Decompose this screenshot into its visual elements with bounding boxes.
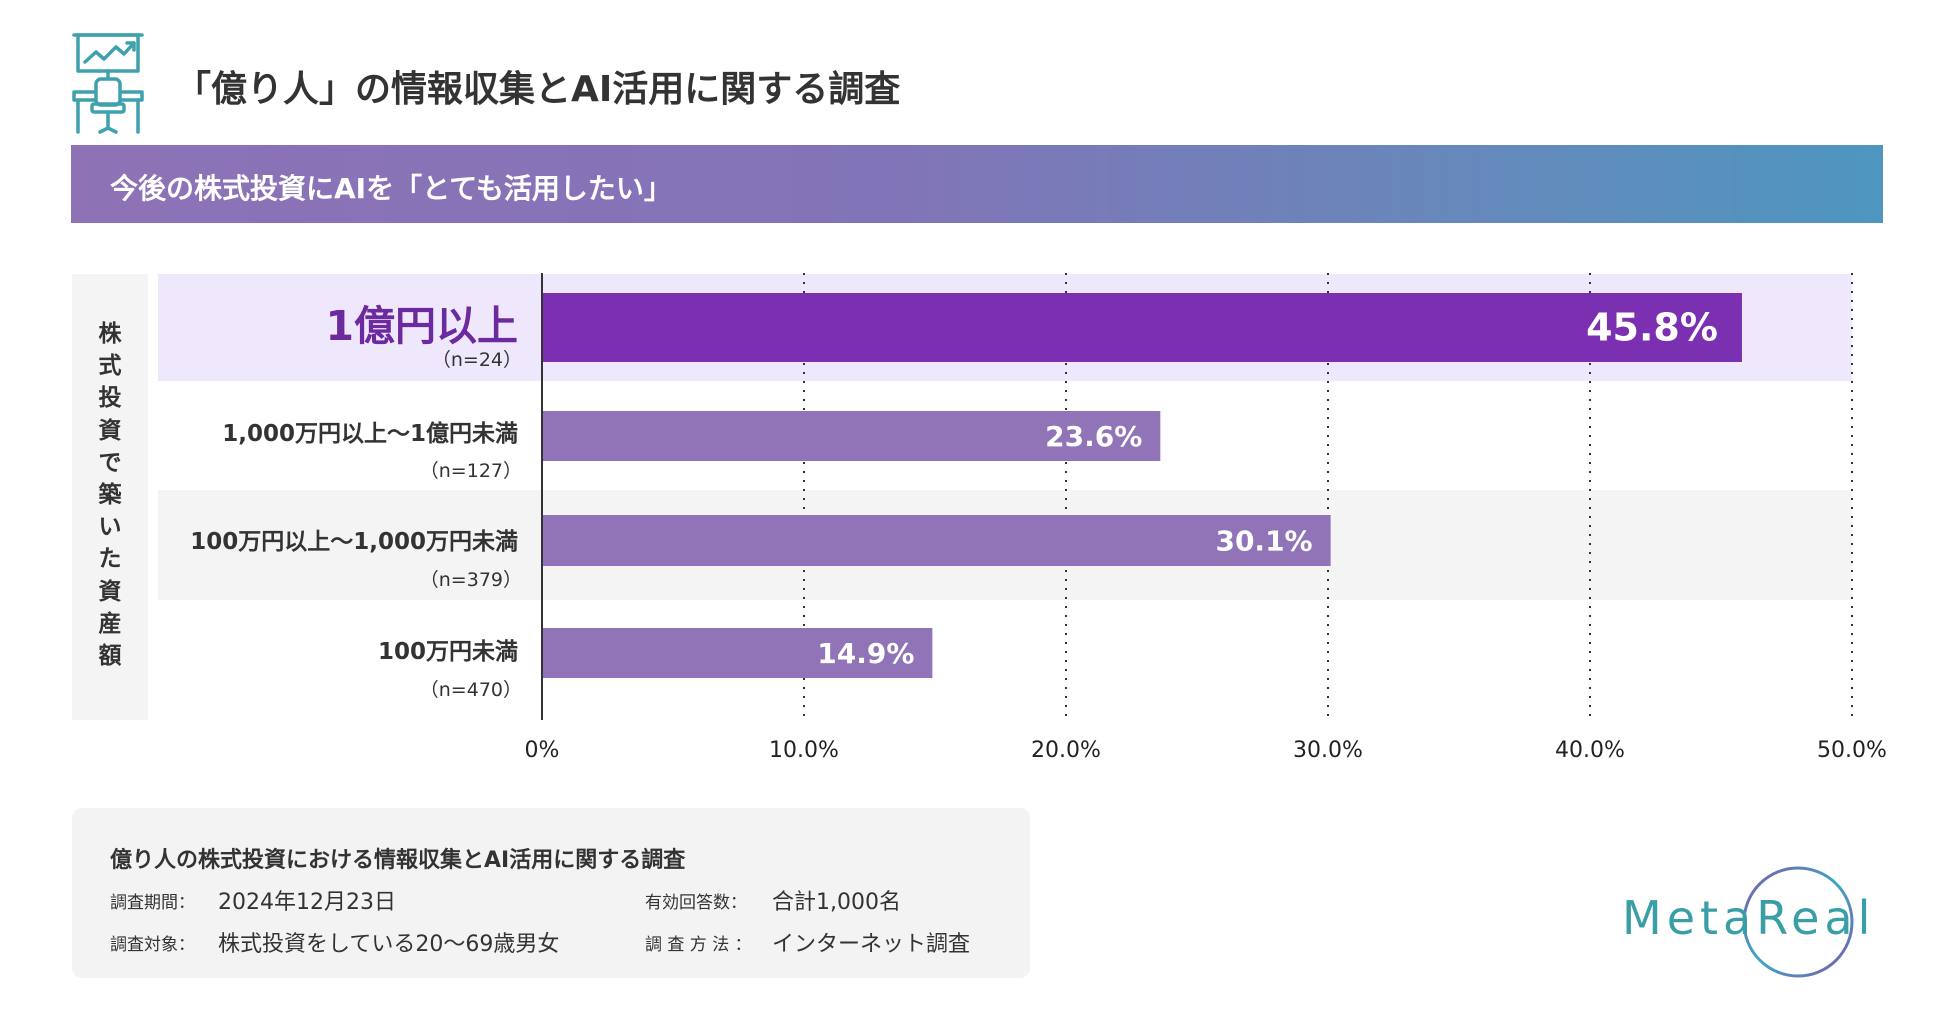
y-axis-title-char: 築 (98, 482, 122, 509)
category-label: 1,000万円以上～1億円未満 (222, 421, 518, 447)
x-tick-label: 30.0% (1293, 738, 1363, 763)
bar-value-label: 23.6% (1045, 420, 1142, 453)
category-sample-size: （n=127） (419, 460, 522, 482)
page-title: 「億り人」の情報収集とAI活用に関する調査 (175, 69, 901, 110)
y-axis-group-label-box: 株式投資で築いた資産額 (72, 274, 148, 720)
y-axis-title: 株式投資で築いた資産額 (72, 318, 148, 672)
metareal-logo: MetaReal (1620, 860, 1900, 990)
y-axis-title-char: 株 (98, 321, 122, 347)
category-sample-size: （n=379） (419, 569, 522, 591)
survey-method-value: インターネット調査 (772, 932, 971, 957)
x-tick-label: 50.0% (1817, 738, 1887, 763)
survey-responses-label: 有効回答数： (645, 893, 747, 913)
survey-period-value: 2024年12月23日 (218, 890, 396, 915)
bar-value-label: 45.8% (1586, 306, 1718, 350)
bar-value-label: 14.9% (817, 637, 914, 670)
y-axis-title-char: 資 (98, 417, 122, 444)
logo-text: MetaReal (1622, 891, 1875, 945)
logo-ring (1742, 866, 1854, 978)
survey-responses-value: 合計1,000名 (772, 890, 901, 915)
y-axis-title-char: 投 (98, 385, 122, 412)
survey-title: 億り人の株式投資における情報収集とAI活用に関する調査 (110, 848, 686, 873)
chart-title-banner: 今後の株式投資にAIを「とても活用したい」 (71, 145, 1883, 223)
y-axis-title-char: た (98, 546, 122, 573)
survey-target-label: 調査対象： (110, 935, 195, 955)
y-axis-title-char: で (98, 449, 122, 476)
x-tick-label: 20.0% (1031, 738, 1101, 763)
y-axis-title-char: 額 (98, 643, 122, 670)
chart-title: 今後の株式投資にAIを「とても活用したい」 (110, 172, 672, 205)
category-sample-size: （n=470） (419, 679, 522, 701)
y-axis-title-char: い (98, 514, 122, 541)
presentation-desk-icon (72, 32, 144, 136)
bar-chart: 45.8% 23.6% 30.1% 14.9% 0% 10.0% 20.0% 30.0% 40… (525, 273, 1887, 763)
category-label: 100万円未満 (377, 639, 518, 665)
x-tick-label: 0% (525, 738, 560, 763)
x-tick-label: 40.0% (1555, 738, 1625, 763)
survey-target-value: 株式投資をしている20～69歳男女 (218, 932, 560, 957)
survey-method-label: 調 査 方 法 ： (645, 935, 752, 955)
survey-period-label: 調査期間： (110, 893, 195, 913)
bar (543, 628, 933, 678)
x-tick-label: 10.0% (769, 738, 839, 763)
y-axis-title-char: 式 (98, 353, 122, 380)
y-axis-title-char: 資 (98, 578, 122, 605)
bar (543, 515, 1331, 566)
bar (543, 411, 1161, 461)
category-label: 100万円以上～1,000万円未満 (190, 529, 518, 555)
y-axis-title-char: 産 (98, 610, 122, 637)
bar-value-label: 30.1% (1215, 525, 1312, 558)
category-sample-size: （n=24） (431, 349, 522, 371)
survey-info-box: 億り人の株式投資における情報収集とAI活用に関する調査 調査期間： 2024年1… (72, 808, 1030, 978)
category-label: 1億円以上 (325, 302, 518, 350)
bar-highlight (543, 293, 1742, 362)
